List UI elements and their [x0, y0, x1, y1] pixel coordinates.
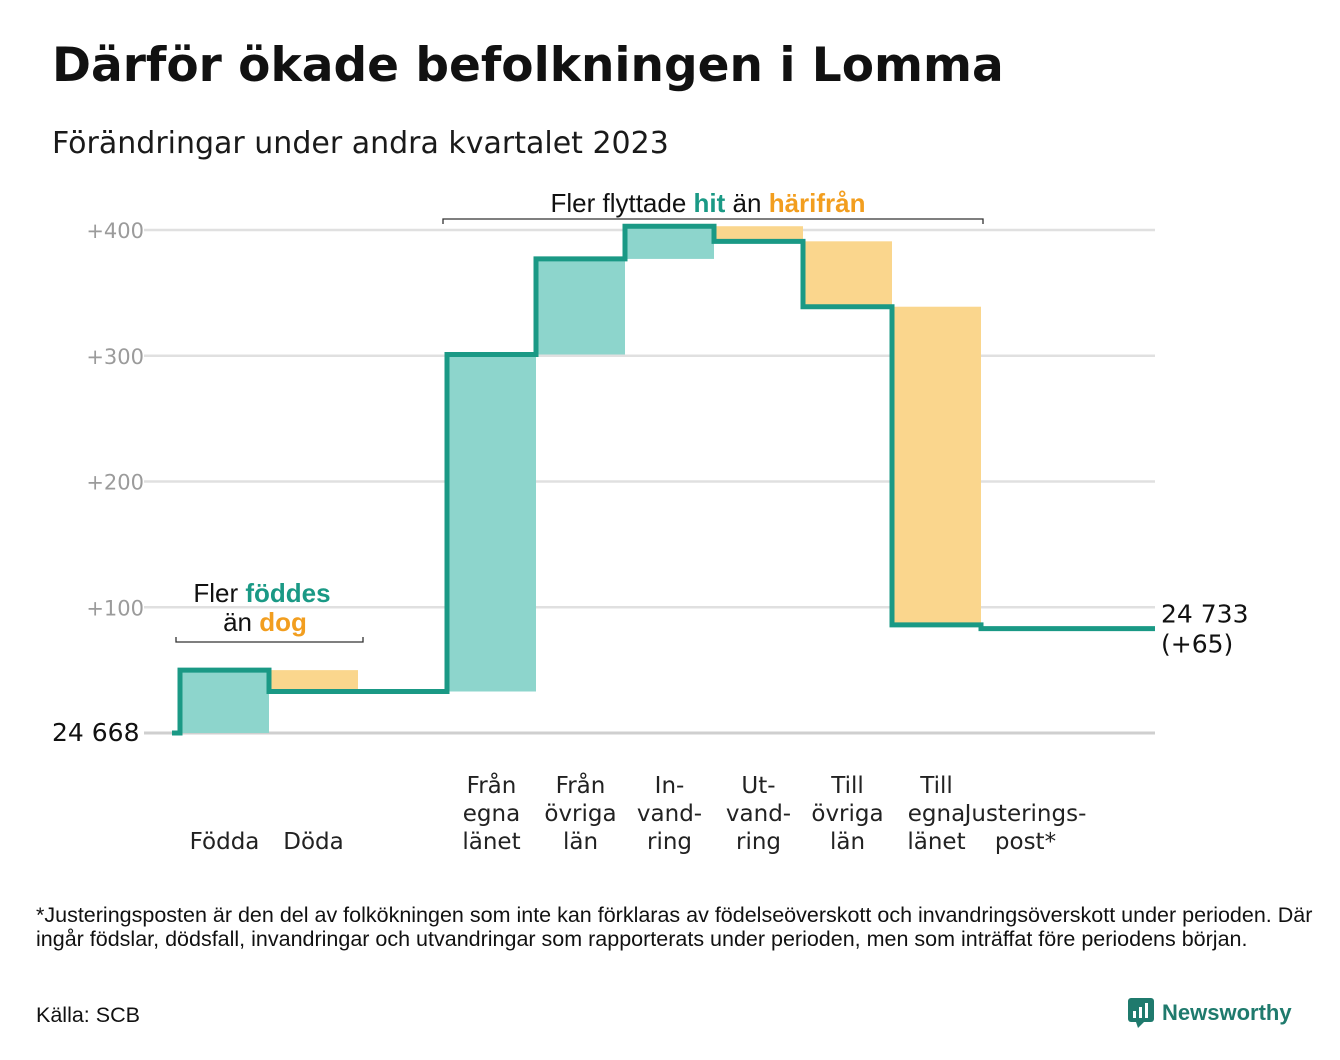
x-category-label: Från [467, 771, 517, 799]
label-layer: Födda DödaFrånegnalänetFrånövrigalänIn-va… [52, 600, 1248, 855]
bar-döda [269, 670, 358, 692]
x-category-label: Justerings- [963, 801, 1087, 827]
migration-annotation: Fler flyttade hit än härifrån [550, 188, 865, 218]
x-category-label: Döda [283, 829, 343, 855]
waterfall-chart: +100+200+300+400 Födda DödaFrånegnalänetF… [52, 188, 1248, 855]
x-category-label: egna [908, 801, 965, 827]
bars-layer [180, 226, 981, 733]
x-category-label: vand- [637, 801, 702, 827]
step-line [172, 223, 1155, 736]
step-line-layer [172, 223, 1155, 736]
annotation-text: Fler [193, 578, 245, 608]
brand-logo: Newsworthy [1128, 998, 1292, 1028]
x-category-label: länet [462, 829, 520, 855]
bar-från [447, 354, 536, 692]
x-category-label: Ut- [741, 773, 775, 799]
x-category-label: övriga [811, 801, 883, 827]
x-category-label: post* [995, 829, 1056, 855]
bar-in [625, 226, 714, 259]
x-category-label: vand- [726, 801, 791, 827]
x-category-label: län [830, 829, 865, 855]
births-bracket [175, 637, 364, 643]
annotation-highlight: hit [694, 188, 726, 218]
x-category-label: Till [830, 773, 864, 799]
y-tick-label: +100 [86, 596, 144, 620]
source-label: Källa: SCB [36, 1003, 140, 1027]
newsworthy-logo-icon [1128, 998, 1154, 1028]
y-tick-label: +200 [86, 471, 144, 495]
x-category-label: ring [736, 829, 781, 855]
x-category-label: län [563, 829, 598, 855]
bar-till [803, 241, 892, 307]
x-category-label: Till [919, 773, 953, 799]
footnote: *Justeringsposten är den del av folkökni… [36, 903, 1313, 951]
migration-bracket [442, 218, 984, 224]
bar-till [892, 306, 981, 625]
x-category-label: Födda [190, 829, 260, 855]
annotation-text: än [725, 188, 768, 218]
chart-title: Därför ökade befolkningen i Lomma [52, 38, 1004, 93]
bar-från [536, 258, 625, 355]
x-category-label: egna [463, 801, 520, 827]
x-category-label: övriga [544, 801, 616, 827]
chart-subtitle: Förändringar under andra kvartalet 2023 [52, 126, 669, 161]
grid-layer: +100 +200 +300 +400 [86, 219, 1155, 735]
births-annotation-line1: Fler föddes [193, 578, 330, 608]
annotation-highlight: härifrån [769, 188, 866, 218]
end-change-label: (+65) [1161, 630, 1233, 659]
end-value-label: 24 733 [1161, 600, 1248, 629]
annotation-text: Fler flyttade [550, 188, 693, 218]
start-value-label: 24 668 [52, 718, 139, 747]
bar-ut [714, 226, 803, 242]
x-category-label: In- [655, 773, 685, 799]
annotation-highlight: dog [259, 607, 307, 637]
annotation-highlight: föddes [245, 578, 330, 608]
y-tick-label: +400 [86, 219, 144, 243]
bar-födda [180, 670, 269, 733]
x-category-label: länet [907, 829, 965, 855]
brand-name: Newsworthy [1162, 1000, 1292, 1025]
annotation-text: än [223, 607, 259, 637]
x-category-label: Från [556, 771, 606, 799]
births-annotation-line2: än dog [223, 607, 307, 637]
y-tick-label: +300 [86, 345, 144, 369]
x-category-label: ring [647, 829, 692, 855]
